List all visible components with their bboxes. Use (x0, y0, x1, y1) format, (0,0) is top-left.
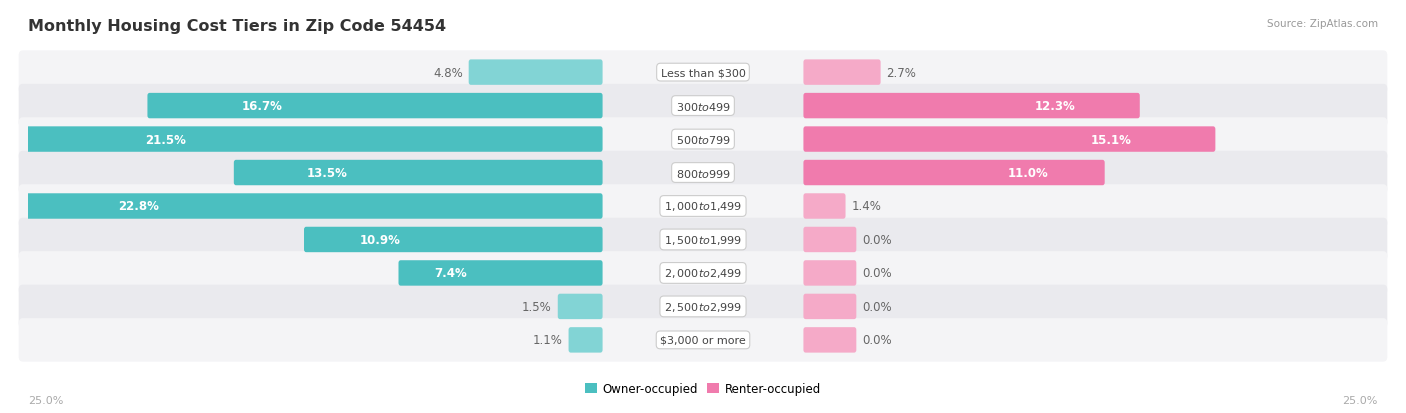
FancyBboxPatch shape (803, 328, 856, 353)
Text: 25.0%: 25.0% (28, 395, 63, 405)
FancyBboxPatch shape (398, 261, 603, 286)
FancyBboxPatch shape (803, 194, 845, 219)
Text: 0.0%: 0.0% (862, 300, 891, 313)
FancyBboxPatch shape (803, 94, 1140, 119)
Text: 4.8%: 4.8% (433, 66, 463, 79)
Text: 0.0%: 0.0% (862, 267, 891, 280)
FancyBboxPatch shape (18, 51, 1388, 95)
FancyBboxPatch shape (18, 152, 1388, 195)
Text: $3,000 or more: $3,000 or more (661, 335, 745, 345)
Text: $1,500 to $1,999: $1,500 to $1,999 (664, 233, 742, 247)
FancyBboxPatch shape (803, 261, 856, 286)
Text: 1.5%: 1.5% (522, 300, 551, 313)
FancyBboxPatch shape (18, 127, 603, 152)
FancyBboxPatch shape (18, 218, 1388, 261)
Text: 7.4%: 7.4% (434, 267, 467, 280)
Text: Monthly Housing Cost Tiers in Zip Code 54454: Monthly Housing Cost Tiers in Zip Code 5… (28, 19, 446, 33)
FancyBboxPatch shape (803, 60, 880, 85)
Text: 12.3%: 12.3% (1035, 100, 1076, 113)
Text: 1.1%: 1.1% (533, 334, 562, 347)
Text: Source: ZipAtlas.com: Source: ZipAtlas.com (1267, 19, 1378, 28)
Text: 13.5%: 13.5% (307, 166, 347, 180)
FancyBboxPatch shape (803, 127, 1215, 152)
FancyBboxPatch shape (18, 252, 1388, 295)
Text: $2,500 to $2,999: $2,500 to $2,999 (664, 300, 742, 313)
FancyBboxPatch shape (558, 294, 603, 319)
FancyBboxPatch shape (148, 94, 603, 119)
Text: $500 to $799: $500 to $799 (675, 134, 731, 146)
Text: 11.0%: 11.0% (1008, 166, 1049, 180)
FancyBboxPatch shape (803, 227, 856, 253)
Text: 25.0%: 25.0% (1343, 395, 1378, 405)
Text: 0.0%: 0.0% (862, 334, 891, 347)
Text: $800 to $999: $800 to $999 (675, 167, 731, 179)
FancyBboxPatch shape (18, 285, 1388, 328)
FancyBboxPatch shape (18, 185, 1388, 228)
Text: 2.7%: 2.7% (887, 66, 917, 79)
FancyBboxPatch shape (233, 160, 603, 186)
FancyBboxPatch shape (803, 160, 1105, 186)
Text: 1.4%: 1.4% (852, 200, 882, 213)
FancyBboxPatch shape (0, 194, 603, 219)
Text: 21.5%: 21.5% (145, 133, 186, 146)
FancyBboxPatch shape (18, 118, 1388, 161)
FancyBboxPatch shape (803, 294, 856, 319)
FancyBboxPatch shape (18, 85, 1388, 128)
Text: 16.7%: 16.7% (242, 100, 283, 113)
Text: 22.8%: 22.8% (118, 200, 159, 213)
Text: 15.1%: 15.1% (1091, 133, 1132, 146)
FancyBboxPatch shape (18, 318, 1388, 362)
FancyBboxPatch shape (468, 60, 603, 85)
Text: Less than $300: Less than $300 (661, 68, 745, 78)
Text: $2,000 to $2,499: $2,000 to $2,499 (664, 267, 742, 280)
Text: 0.0%: 0.0% (862, 233, 891, 247)
Text: $300 to $499: $300 to $499 (675, 100, 731, 112)
FancyBboxPatch shape (568, 328, 603, 353)
Text: 10.9%: 10.9% (360, 233, 401, 247)
Text: $1,000 to $1,499: $1,000 to $1,499 (664, 200, 742, 213)
FancyBboxPatch shape (304, 227, 603, 253)
Legend: Owner-occupied, Renter-occupied: Owner-occupied, Renter-occupied (581, 378, 825, 399)
